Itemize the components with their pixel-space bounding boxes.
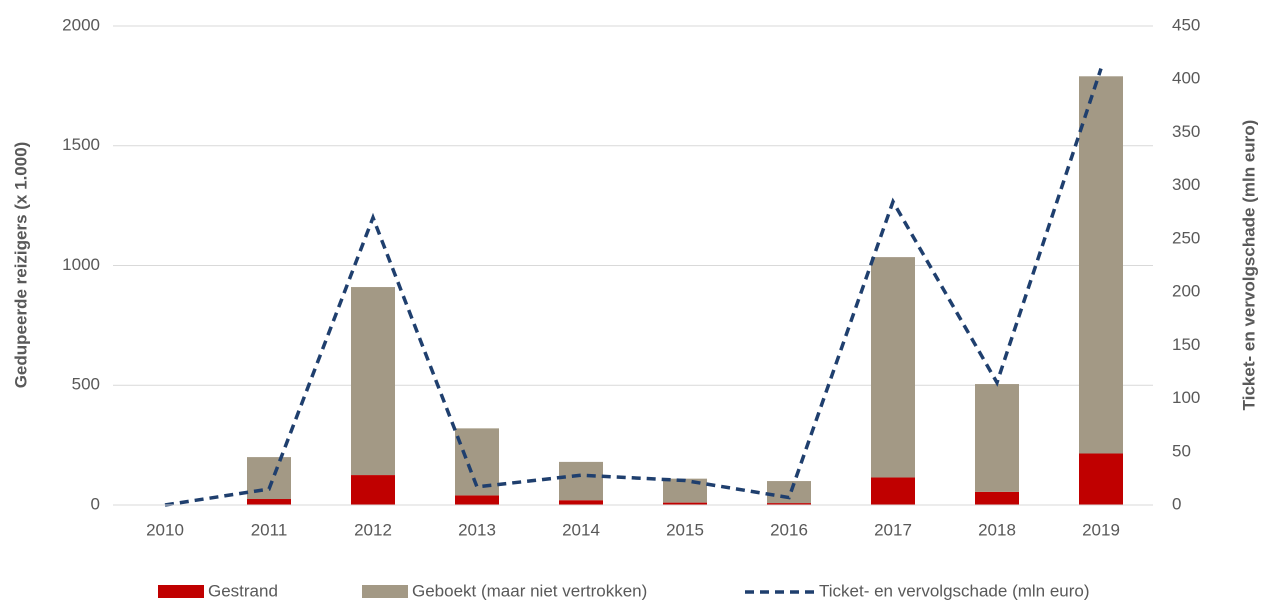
legend-label: Geboekt (maar niet vertrokken) xyxy=(412,581,647,600)
bar xyxy=(975,384,1019,492)
x-tick-label: 2018 xyxy=(978,520,1016,539)
x-tick-label: 2019 xyxy=(1082,520,1120,539)
bar xyxy=(767,503,811,505)
y2-tick-label: 0 xyxy=(1172,494,1181,513)
x-tick-label: 2013 xyxy=(458,520,496,539)
y2-tick-label: 200 xyxy=(1172,282,1200,301)
x-tick-label: 2010 xyxy=(146,520,184,539)
y-tick-label: 1000 xyxy=(62,255,100,274)
y2-tick-label: 400 xyxy=(1172,69,1200,88)
bar xyxy=(351,287,395,476)
y2-tick-label: 450 xyxy=(1172,15,1200,34)
bar xyxy=(663,478,707,503)
y2-tick-label: 350 xyxy=(1172,122,1200,141)
y2-tick-label: 100 xyxy=(1172,388,1200,407)
bar xyxy=(975,491,1019,505)
y-tick-label: 1500 xyxy=(62,135,100,154)
legend-swatch xyxy=(362,585,408,598)
x-tick-label: 2015 xyxy=(666,520,704,539)
y2-axis-title: Ticket- en vervolgschade (mln euro) xyxy=(1239,120,1258,411)
bar xyxy=(559,461,603,501)
line-series xyxy=(164,68,1103,507)
bar xyxy=(247,499,291,505)
bar xyxy=(871,257,915,478)
x-tick-label: 2012 xyxy=(354,520,392,539)
x-tick-label: 2016 xyxy=(770,520,808,539)
x-tick-label: 2017 xyxy=(874,520,912,539)
y-tick-label: 2000 xyxy=(62,15,100,34)
y2-tick-label: 250 xyxy=(1172,228,1200,247)
bar xyxy=(351,475,395,505)
legend-label: Gestrand xyxy=(208,581,278,600)
bar xyxy=(1079,76,1123,454)
bar xyxy=(871,477,915,505)
y2-tick-label: 150 xyxy=(1172,335,1200,354)
x-tick-label: 2014 xyxy=(562,520,600,539)
x-tick-label: 2011 xyxy=(251,520,288,539)
bar xyxy=(767,481,811,504)
legend-label: Ticket- en vervolgschade (mln euro) xyxy=(819,581,1090,600)
bar xyxy=(455,495,499,505)
bar xyxy=(663,502,707,505)
bar xyxy=(1079,453,1123,505)
y-axis-title: Gedupeerde reizigers (x 1.000) xyxy=(11,142,30,389)
y2-tick-label: 50 xyxy=(1172,441,1191,460)
y-tick-label: 500 xyxy=(72,375,100,394)
y-tick-label: 0 xyxy=(91,494,100,513)
bar xyxy=(247,457,291,500)
bar xyxy=(559,500,603,505)
y2-tick-label: 300 xyxy=(1172,175,1200,194)
legend-swatch xyxy=(158,585,204,598)
